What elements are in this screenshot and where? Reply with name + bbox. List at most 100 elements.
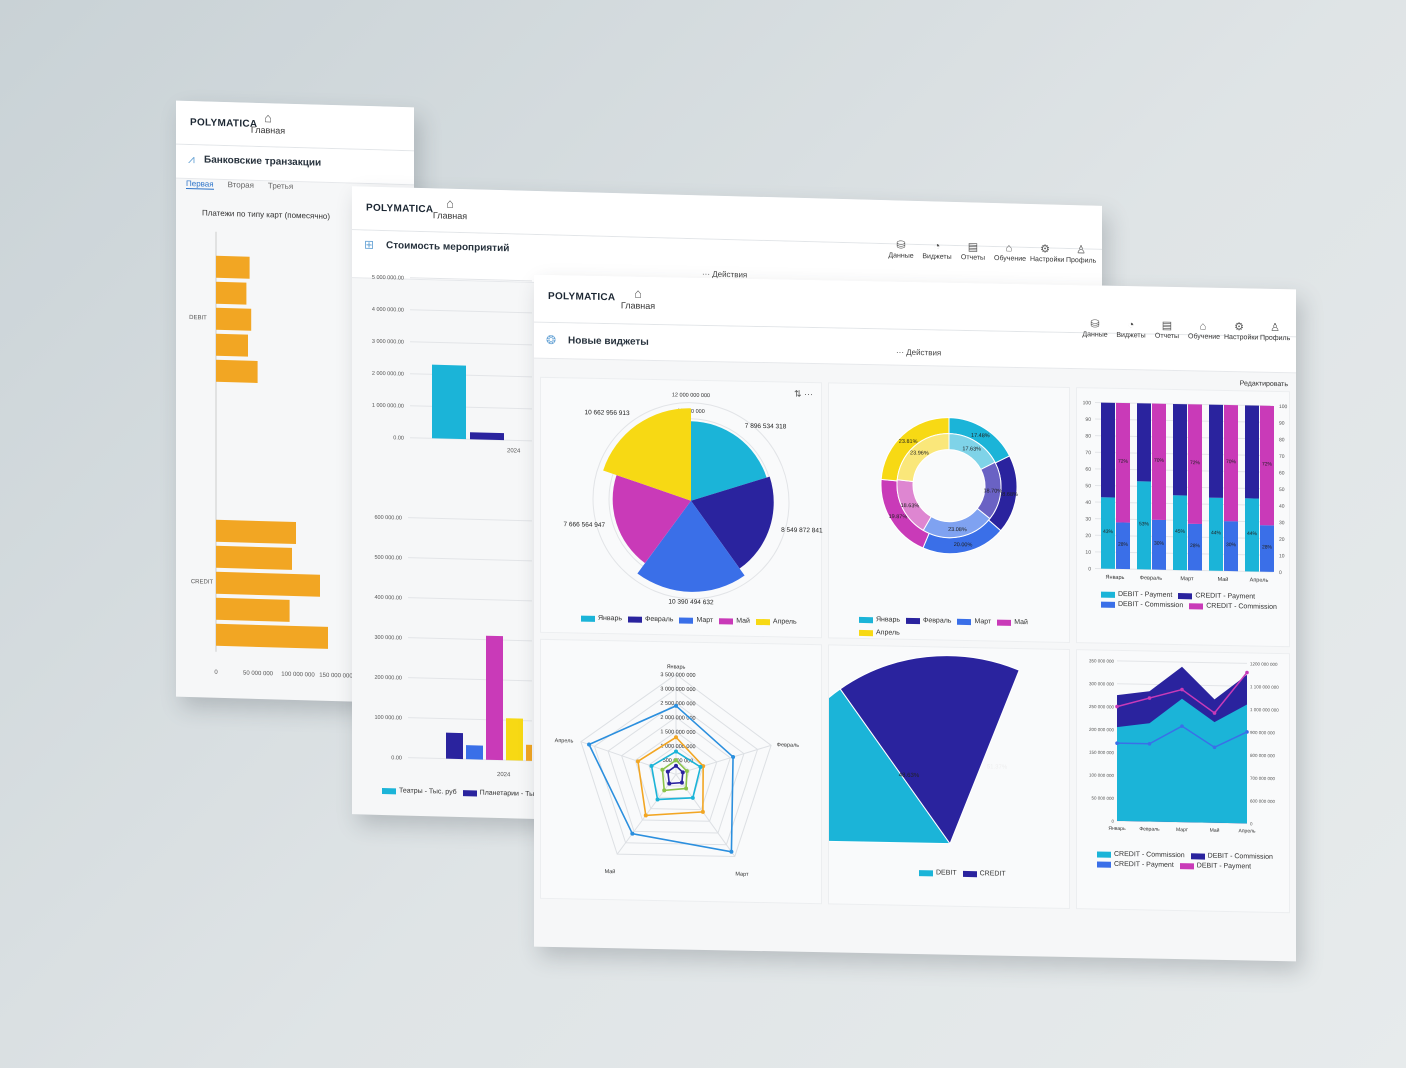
radar-axis <box>580 741 677 775</box>
nav-item-profile[interactable]: ♙ Профиль <box>1260 321 1290 342</box>
education-icon: ⌂ <box>1199 320 1207 333</box>
logo: POLYMATICA <box>366 202 434 216</box>
category-label: Январь <box>1106 575 1125 581</box>
line-point <box>1147 741 1152 746</box>
segment-label: 23.08% <box>948 527 967 533</box>
home-button[interactable]: ⌂ Главная <box>430 196 470 222</box>
tick-label: 0 <box>1250 821 1253 826</box>
profile-icon: ♙ <box>1270 321 1280 335</box>
nav-item-education[interactable]: ⌂ Обучение <box>1188 319 1221 341</box>
slice-label: 7 896 534 318 <box>745 423 787 431</box>
bar-label: 72% <box>1190 460 1201 466</box>
bar-label: 44% <box>1211 530 1222 536</box>
tick-label: 1200 000 000 <box>1250 661 1278 667</box>
bar-segment <box>1188 523 1202 571</box>
nav-item-widgets[interactable]: ◔ Виджеты <box>922 239 952 261</box>
edit-button[interactable]: Редактировать <box>1239 380 1288 389</box>
legend-swatch <box>906 617 920 624</box>
widget-double-donut: 17.48% 18.68% 20.00% 19.87% 23.81% 17.63% 18.7… <box>828 382 1070 643</box>
legend-label: CREDIT - Commission <box>1114 850 1185 860</box>
bar-segment <box>1188 404 1202 525</box>
bar-segment <box>1116 522 1130 570</box>
nav-item-education[interactable]: ⌂ Обучение <box>994 241 1027 263</box>
gridline <box>408 557 532 562</box>
widgets-icon: ❂ <box>546 332 557 348</box>
segment-label: 17.48% <box>971 433 990 439</box>
nav-item-reports[interactable]: ▤ Отчеты <box>1152 319 1182 341</box>
nav-item-widgets[interactable]: ◔ Виджеты <box>1116 318 1146 340</box>
nav-item-settings[interactable]: ⚙ Настройки <box>1030 242 1064 264</box>
tick-label: 200 000.00 <box>374 675 402 682</box>
bar-segment <box>1101 497 1115 569</box>
segment-label: 23.81% <box>899 439 918 445</box>
tick-label: 50 <box>1085 483 1091 489</box>
nav-item-settings[interactable]: ⚙ Настройки <box>1224 320 1258 341</box>
legend-label: DEBIT <box>936 869 957 877</box>
legend-label: Май <box>736 617 750 625</box>
legend-label: Апрель <box>772 618 797 626</box>
legend-item: Март <box>957 618 991 625</box>
segment-label: 17.63% <box>962 446 981 452</box>
tick-label: 70 <box>1279 454 1285 460</box>
widget-menu-icon[interactable]: ⇅ ··· <box>793 388 813 400</box>
pie-slice <box>691 476 774 569</box>
tick-label: 100 <box>1083 400 1092 406</box>
nav-label: Данные <box>1082 331 1108 339</box>
tick-label: 4 000 000.00 <box>372 307 404 314</box>
tick-label: 30 <box>1085 516 1091 522</box>
legend-label: DEBIT - Commission <box>1207 852 1273 861</box>
home-icon: ⌂ <box>634 285 642 301</box>
category-label-credit: CREDIT <box>191 579 214 586</box>
bar-segment <box>1152 519 1166 570</box>
area-series <box>1117 698 1247 824</box>
front-screen: POLYMATICA ⌂ Главная ❂ Новые виджеты ···… <box>534 274 1296 962</box>
widget-stacked-bars: 100 100 90 90 80 80 70 70 60 60 50 50 40 40 30 30 20 20 10… <box>1076 387 1290 648</box>
radar-gridline <box>648 745 704 799</box>
nav-item-reports[interactable]: ▤ Отчеты <box>958 240 988 262</box>
slice-label: 48.63% <box>899 773 920 779</box>
nav-item-database[interactable]: ⛁ Данные <box>1080 317 1110 339</box>
nav-item-profile[interactable]: ♙ Профиль <box>1066 243 1096 265</box>
tab-second[interactable]: Вторая <box>227 180 254 190</box>
double-donut-chart: 17.48% 18.68% 20.00% 19.87% 23.81% 17.63% 18.7… <box>880 417 1018 555</box>
nav-label: Обучение <box>1188 333 1221 341</box>
tick-label: 40 <box>1085 500 1091 506</box>
bar-label: 30% <box>1154 541 1165 547</box>
radar-series <box>661 759 688 792</box>
legend-item: Январь <box>581 615 622 622</box>
screen-icon: ⊞ <box>364 237 375 252</box>
home-button[interactable]: ⌂ Главная <box>618 286 658 311</box>
radar-point <box>684 786 689 791</box>
legend-swatch <box>1101 601 1115 608</box>
tick-label: 80 <box>1279 437 1285 443</box>
actions-button[interactable]: ··· Действия <box>896 347 942 358</box>
radar-point <box>643 813 648 818</box>
tick-label: 50 000 000 <box>243 671 274 678</box>
home-button[interactable]: ⌂ Главная <box>248 110 288 136</box>
tab-first[interactable]: Первая <box>186 178 214 190</box>
home-icon: ⌂ <box>264 110 272 126</box>
nav-item-database[interactable]: ⛁ Данные <box>886 238 916 260</box>
bar <box>432 364 466 440</box>
radar-point <box>587 742 592 747</box>
gridline <box>408 677 532 682</box>
tick-label: 50 000 000 <box>1091 796 1114 801</box>
line-point <box>1115 704 1119 709</box>
category-label: Январь <box>1108 826 1126 832</box>
tick-label: 200 000 000 <box>1089 727 1115 732</box>
tick-label: 90 <box>1279 421 1285 427</box>
nav-label: Обучение <box>994 254 1027 263</box>
bar-credit <box>216 571 320 597</box>
category-label: Февраль <box>1139 826 1160 832</box>
tick-label: 400 000.00 <box>374 595 402 602</box>
radar-point <box>674 703 678 708</box>
nav-label: Виджеты <box>1116 331 1146 340</box>
tick-label: 40 <box>1279 504 1285 510</box>
screen-title: Банковские транзакции <box>204 154 322 169</box>
segment-label: 18.68% <box>999 492 1018 498</box>
tick-label: 5 000 000.00 <box>372 275 404 282</box>
tab-third[interactable]: Третья <box>267 181 294 191</box>
legend-swatch <box>628 615 642 623</box>
radar-point <box>729 849 734 854</box>
radar-gridline <box>634 730 718 811</box>
